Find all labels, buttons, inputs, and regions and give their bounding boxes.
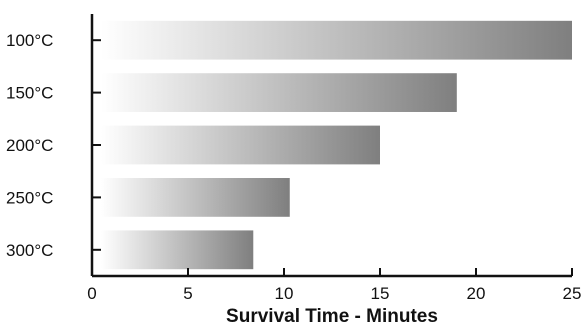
x-tick-label-2: 10	[275, 284, 294, 303]
bar-0	[101, 20, 572, 60]
x-axis-title: Survival Time - Minutes	[226, 306, 438, 327]
bar-3	[101, 178, 290, 217]
x-tick-label-4: 20	[467, 284, 486, 303]
y-ticks-group: 100°C 150°C 200°C 250°C 300°C	[6, 31, 101, 260]
x-tick-label-5: 25	[563, 284, 582, 303]
bar-2	[101, 125, 380, 165]
x-tick-label-1: 5	[183, 284, 192, 303]
y-tick-label-2: 200°C	[6, 136, 53, 155]
x-tick-label-0: 0	[87, 284, 96, 303]
x-ticks-group: 0 5 10 15 20 25	[87, 268, 581, 303]
bar-4	[101, 230, 254, 270]
y-tick-label-1: 150°C	[6, 84, 53, 103]
bar-1	[101, 73, 457, 112]
y-tick-label-3: 250°C	[6, 188, 53, 207]
y-tick-label-4: 300°C	[6, 241, 53, 260]
bars-group	[101, 20, 572, 270]
y-tick-label-0: 100°C	[6, 31, 53, 50]
x-tick-label-3: 15	[371, 284, 390, 303]
